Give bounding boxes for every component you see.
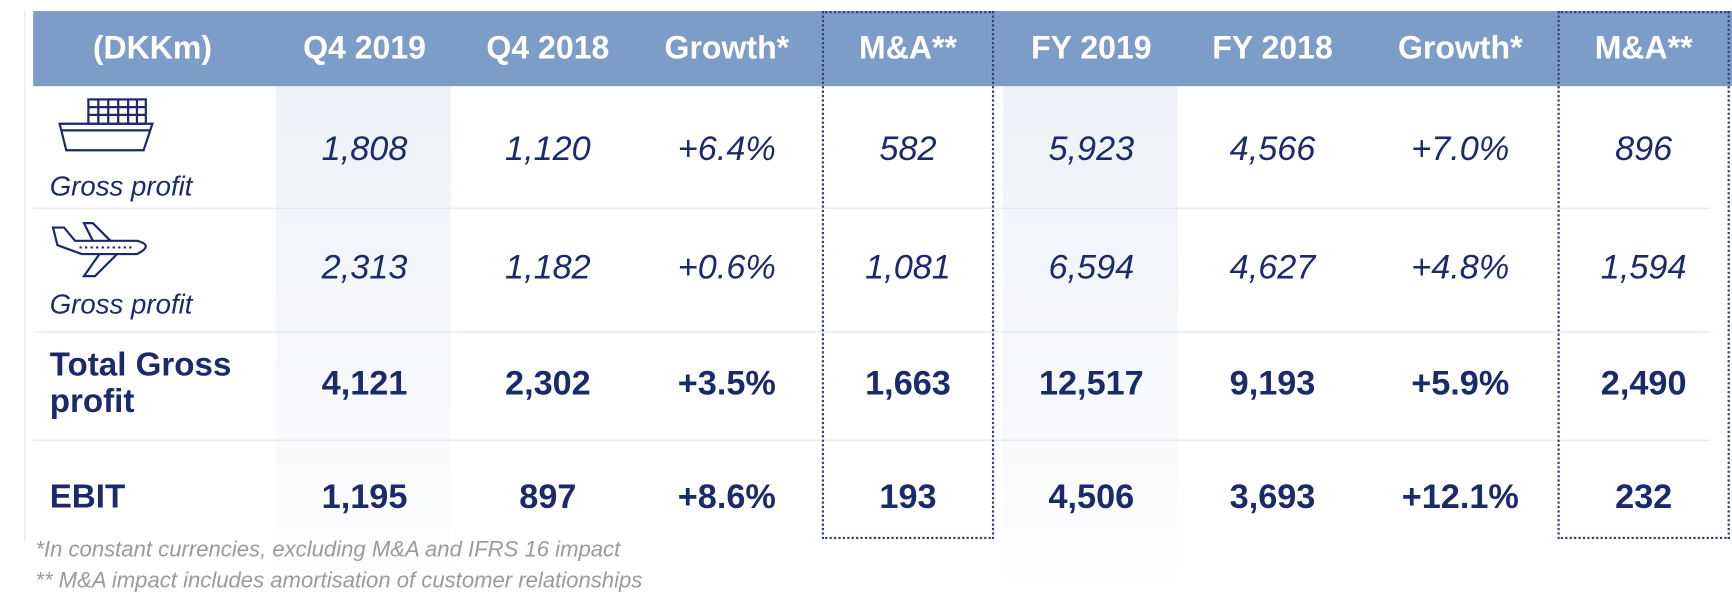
table-cell: 232	[1615, 477, 1673, 516]
table-cell: 1,195	[321, 477, 408, 516]
table-cell: 1,120	[505, 129, 591, 168]
header-cell: M&A**	[1594, 30, 1693, 67]
header-cell: M&A**	[859, 30, 957, 67]
row-label: EBIT	[49, 478, 126, 516]
table-cell: +4.8%	[1411, 247, 1510, 287]
header-cell: Growth*	[1397, 30, 1523, 67]
header-cell: Q4 2018	[486, 30, 610, 67]
row-separator	[33, 439, 1710, 441]
table-cell: 4,121	[321, 363, 408, 403]
table-cell: 896	[1615, 129, 1673, 168]
row-separator	[33, 331, 1710, 333]
table-cell: +12.1%	[1401, 477, 1519, 516]
table-cell: 12,517	[1038, 363, 1144, 403]
table-cell: +0.6%	[677, 247, 776, 287]
row-label: Total Gross profit	[49, 346, 232, 420]
header-cell: Growth*	[664, 30, 790, 67]
row-separator	[33, 207, 1710, 209]
table-cell: +8.6%	[677, 477, 776, 516]
table-cell: 1,594	[1600, 247, 1687, 287]
table-cell: 1,808	[321, 129, 408, 168]
header-bar	[33, 11, 1732, 87]
footnote: ** M&A impact includes amortisation of c…	[35, 568, 643, 594]
header-cell: FY 2018	[1212, 30, 1333, 67]
table-cell: +7.0%	[1411, 129, 1510, 168]
table-cell: 897	[519, 477, 577, 516]
header-cell: (DKKm)	[92, 30, 213, 67]
table-cell: +5.9%	[1411, 363, 1510, 403]
column-shade	[276, 86, 451, 593]
table-cell: 4,506	[1048, 477, 1135, 516]
plane-icon	[51, 222, 147, 278]
left-border	[24, 11, 26, 542]
table-cell: 1,081	[865, 247, 951, 287]
table-cell: 6,594	[1048, 247, 1135, 287]
footnote: *In constant currencies, excluding M&A a…	[35, 537, 621, 563]
table-cell: 2,490	[1600, 363, 1687, 403]
ship-icon	[58, 98, 154, 152]
table-cell: 1,663	[865, 363, 951, 403]
row-label: Gross profit	[49, 289, 193, 321]
row-label: Gross profit	[49, 171, 193, 203]
header-cell: Q4 2019	[303, 30, 426, 67]
table-cell: 4,627	[1229, 247, 1316, 287]
table-cell: 9,193	[1229, 363, 1316, 403]
header-cell: FY 2019	[1031, 30, 1152, 67]
ma-box	[1557, 11, 1730, 540]
table-cell: 1,182	[505, 247, 591, 287]
table-cell: 2,313	[321, 247, 408, 287]
table-cell: 3,693	[1229, 477, 1316, 516]
ma-box	[821, 11, 995, 540]
table-cell: +3.5%	[677, 363, 776, 403]
table-cell: 2,302	[505, 363, 591, 403]
table-cell: 582	[879, 129, 937, 168]
column-shade	[1002, 86, 1178, 593]
table-cell: 4,566	[1229, 129, 1316, 168]
table-cell: +6.4%	[677, 129, 776, 168]
table-cell: 193	[879, 477, 937, 516]
table-cell: 5,923	[1048, 129, 1135, 168]
